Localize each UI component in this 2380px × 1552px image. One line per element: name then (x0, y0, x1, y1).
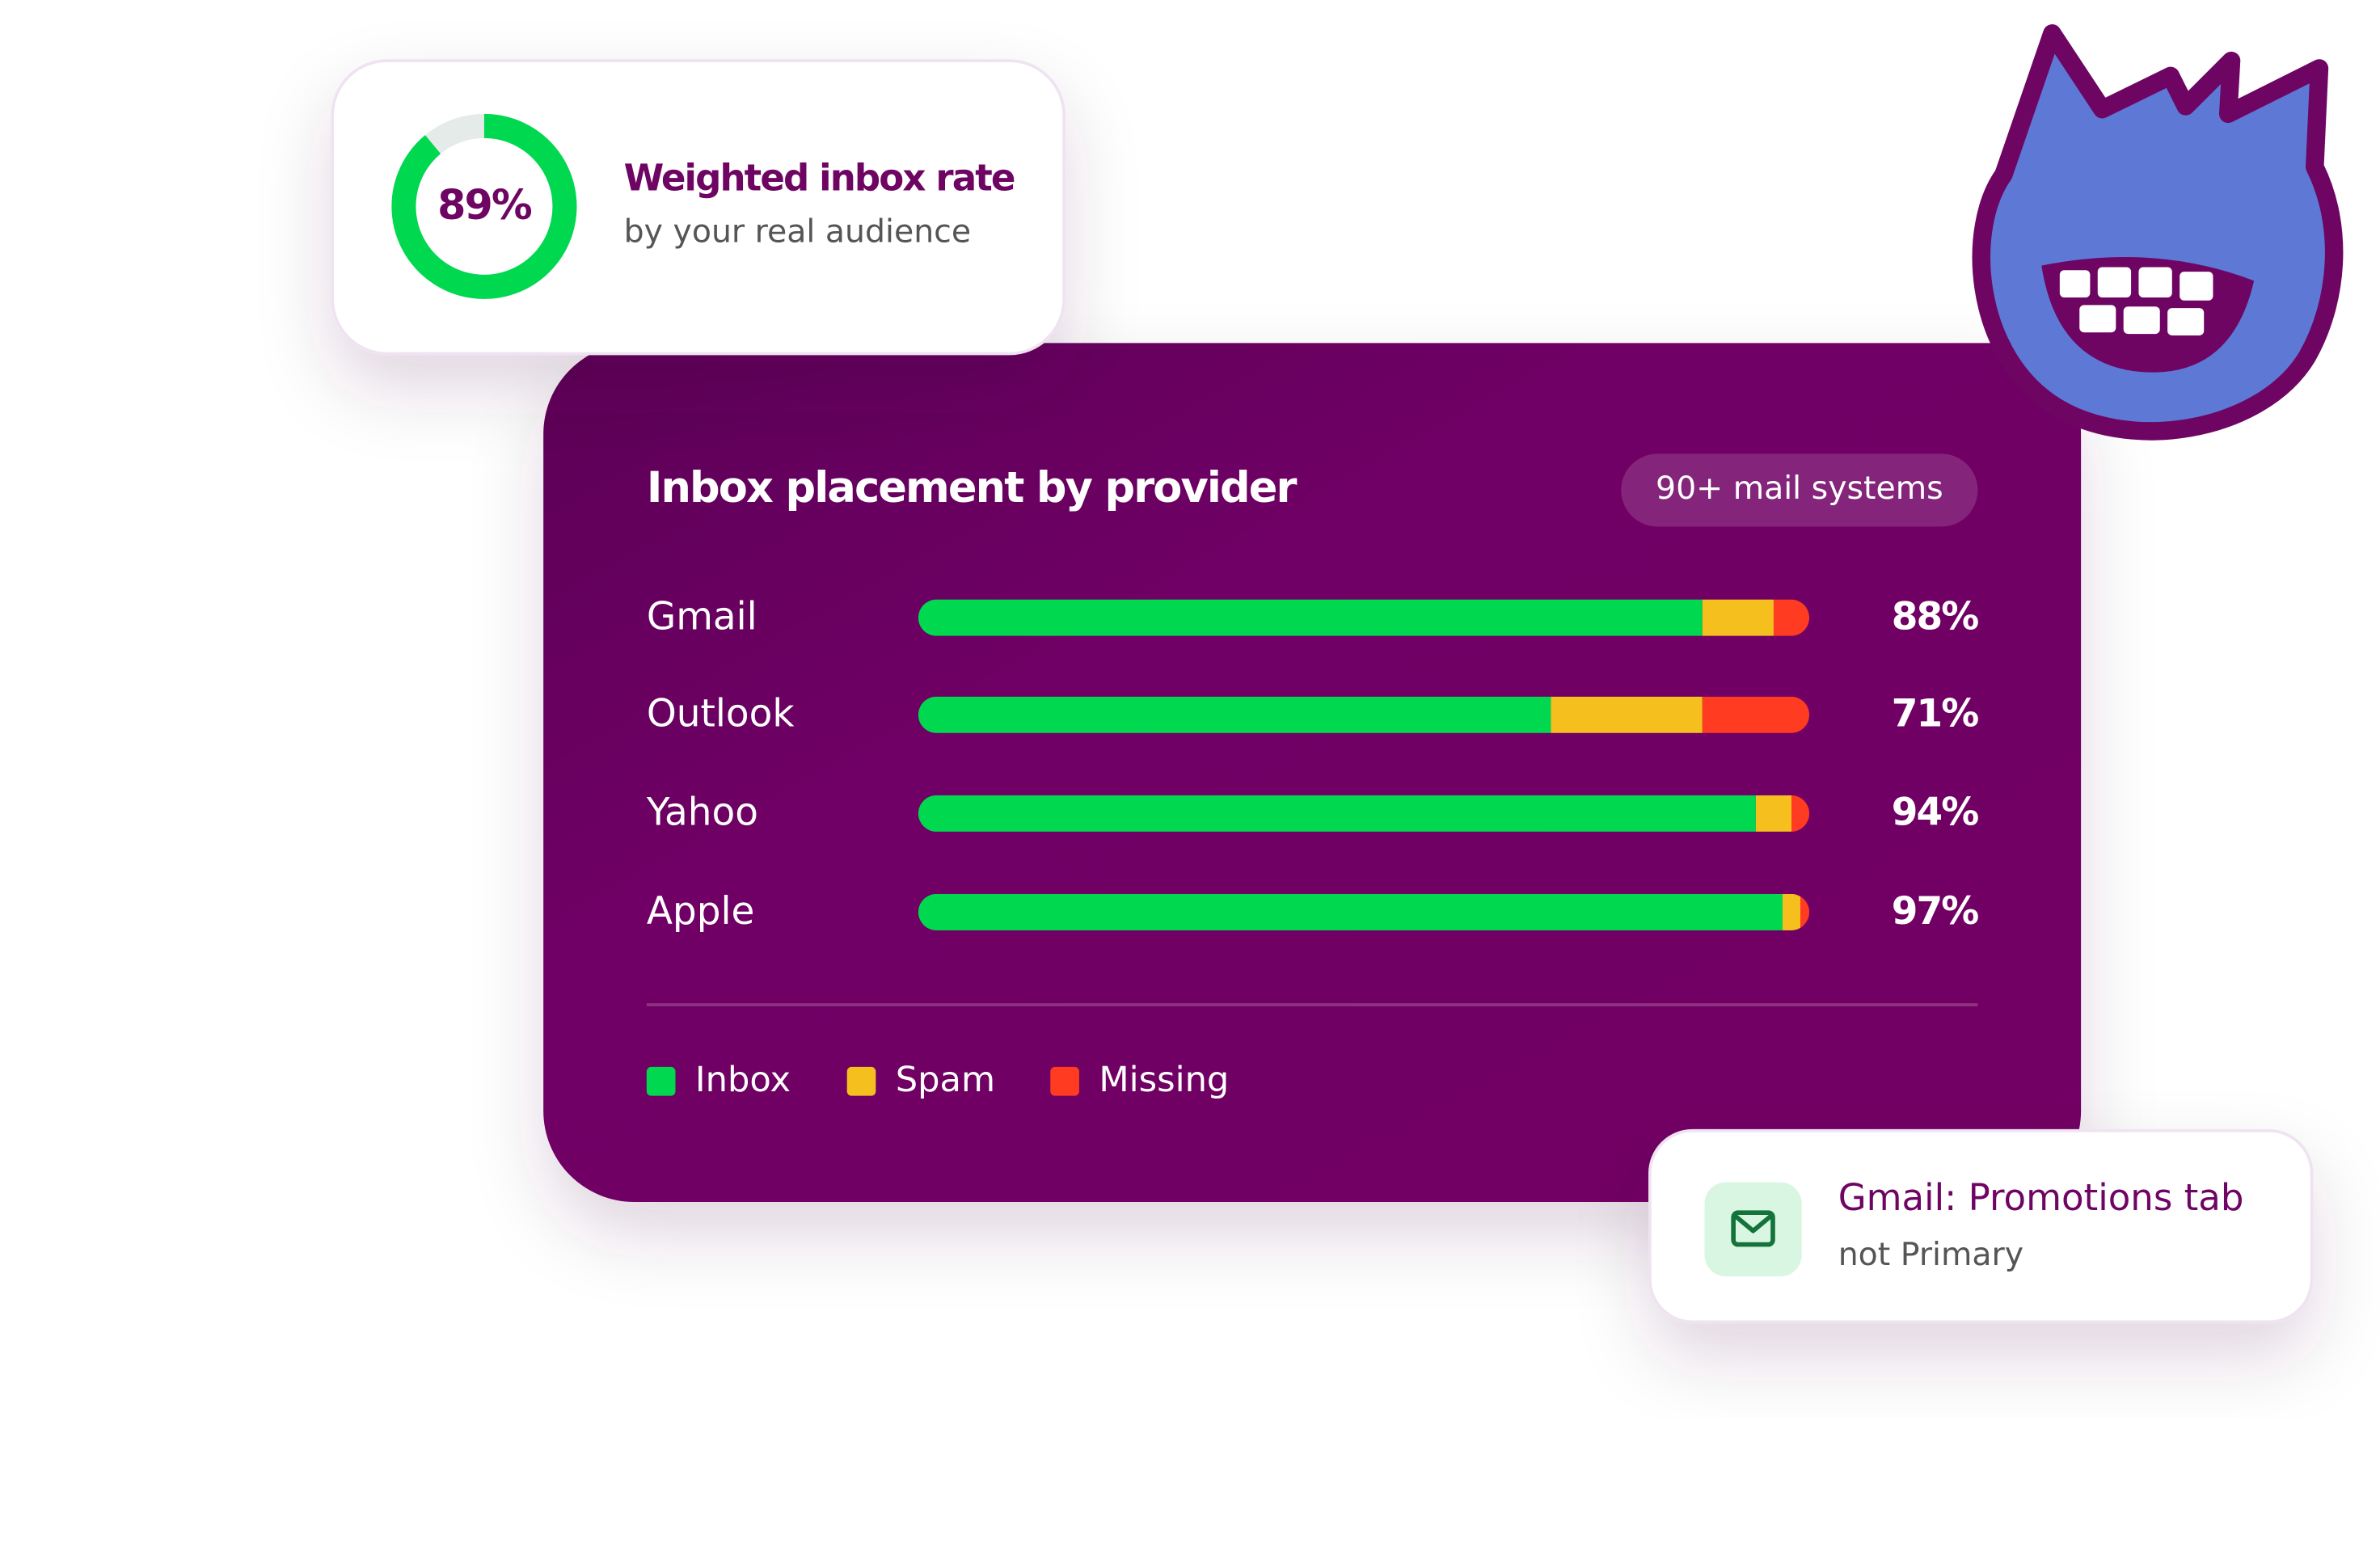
donut-label: 89% (437, 181, 532, 229)
donut (391, 113, 577, 299)
provider-label: Yahoo (646, 791, 758, 835)
value-label: 94% (1892, 791, 1979, 835)
chart-title: Inbox placement by provider (647, 463, 1298, 512)
bar-segment (918, 795, 1756, 832)
donut-arc (391, 113, 577, 299)
legend-label: Spam (896, 1060, 995, 1100)
legend: Inbox Spam Missing (646, 1060, 1229, 1100)
notification-subtitle: not Primary (1838, 1236, 2023, 1273)
value-label: 71% (1892, 692, 1979, 736)
chart-card (543, 343, 2082, 1203)
value-label: 97% (1892, 889, 1979, 934)
bar-segment (1800, 893, 1810, 930)
bar-segment (1782, 893, 1801, 930)
provider-label: Apple (647, 889, 755, 934)
notification-card (1648, 1128, 2314, 1324)
notification-title: Gmail: Promotions tab (1838, 1176, 2244, 1219)
bar-chart: Gmail 88% Outlook 71% Yahoo 94% Apple 97% (646, 595, 1980, 934)
value-label: 88% (1892, 595, 1979, 639)
legend-swatch (846, 1066, 876, 1096)
badge (1621, 453, 1978, 527)
rate-title: Weighted inbox rate (624, 156, 1015, 199)
legend-label: Inbox (695, 1060, 791, 1100)
bar-segment (1702, 599, 1774, 636)
bar-segment (918, 893, 1783, 930)
legend-swatch (1050, 1066, 1079, 1096)
badge-text: 90+ mail systems (1656, 470, 1943, 507)
bar-segment (1791, 795, 1810, 832)
legend-label: Missing (1099, 1060, 1229, 1100)
provider-label: Outlook (647, 692, 795, 736)
bar-segment (1702, 696, 1810, 733)
bar-segment (1755, 795, 1791, 832)
bar-segment (1551, 696, 1703, 733)
bar-segment (1773, 599, 1810, 636)
rate-subtitle: by your real audience (624, 213, 971, 251)
mail-icon (1731, 1210, 1775, 1247)
mascot (1972, 24, 2344, 441)
legend-swatch (646, 1066, 676, 1096)
bar-segment (918, 599, 1703, 636)
provider-label: Gmail (647, 595, 757, 639)
bar-segment (918, 696, 1551, 733)
